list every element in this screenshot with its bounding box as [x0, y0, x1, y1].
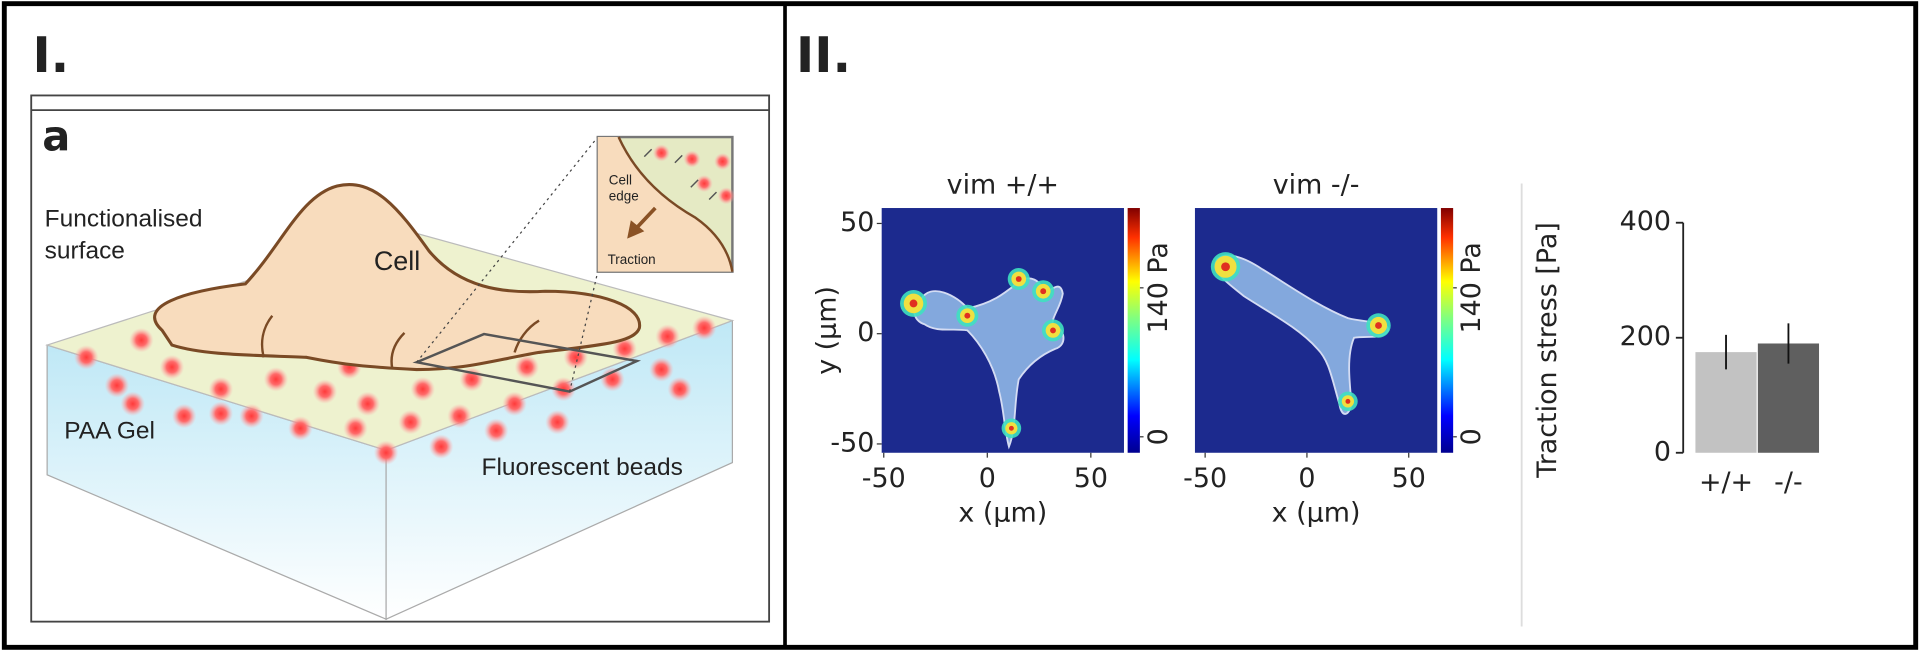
- bead: [239, 403, 264, 429]
- traction-hotspot: [964, 312, 971, 319]
- inset-arrows: [643, 148, 718, 200]
- traction-hotspot: [1015, 276, 1022, 282]
- bead: [398, 409, 423, 435]
- colorbar: [1127, 208, 1140, 453]
- zoom-line: [416, 136, 599, 363]
- traction-hotspot: [1040, 288, 1047, 295]
- traction-hotspot: [1050, 327, 1056, 334]
- bead: [104, 373, 130, 398]
- traction-hotspot: [1375, 322, 1382, 329]
- traction-hotspot: [1221, 262, 1230, 272]
- traction-hotspot: [909, 299, 918, 308]
- bead: [695, 174, 713, 193]
- x-tick-label: -50: [1183, 463, 1227, 494]
- colorbar-tick-label: 140 Pa: [1143, 242, 1174, 333]
- inset-traction-label: Traction: [608, 252, 656, 267]
- panel-1: I. a Cell edge Traction Functi: [30, 27, 771, 623]
- bead: [483, 418, 509, 443]
- sub-label: a: [42, 112, 70, 161]
- x-tick-label: 0: [1298, 463, 1315, 494]
- colorbar-tick-label: 0: [1143, 428, 1174, 445]
- bead: [652, 144, 670, 162]
- bead: [600, 367, 625, 392]
- bead: [288, 416, 313, 441]
- bead: [502, 391, 527, 417]
- heatmaps: vim +/+ -50 0 50 x (µm) 50 0 -50 y (µm) 140 Pa 0 vi…: [811, 170, 1487, 529]
- bead: [612, 336, 637, 361]
- traction-hotspot: [1345, 398, 1351, 404]
- inset-edge-label: edge: [609, 189, 639, 204]
- bead: [649, 357, 674, 382]
- inset-edge-label: Cell: [609, 173, 632, 188]
- bead: [159, 354, 185, 380]
- x-tick-label: 50: [1074, 463, 1108, 494]
- cell-edges: [260, 314, 540, 369]
- panel-label: I.: [32, 27, 69, 84]
- y-tick-label: 0: [857, 317, 874, 348]
- bead: [410, 376, 436, 402]
- surface-label: Functionalised: [45, 206, 203, 233]
- x-tick-label: -50: [862, 463, 906, 494]
- bead: [373, 440, 399, 465]
- y-axis-label: y (µm): [811, 286, 842, 375]
- bead: [655, 324, 680, 349]
- panel-label: II.: [796, 27, 851, 84]
- bead: [514, 354, 540, 380]
- x-tick-label: -/-: [1774, 467, 1802, 498]
- bead: [667, 376, 693, 402]
- colorbar-tick-label: 140 Pa: [1456, 242, 1487, 333]
- bead: [171, 403, 197, 429]
- heatmap-title: vim -/-: [1273, 170, 1360, 201]
- bead: [208, 401, 234, 426]
- x-axis-label: x (µm): [958, 497, 1047, 528]
- zoom-line: [569, 271, 599, 392]
- cell-traction-map: [1214, 254, 1390, 415]
- x-tick-label: 0: [979, 463, 996, 494]
- inset-beads: [652, 144, 735, 205]
- bead: [343, 416, 368, 441]
- bead: [717, 187, 735, 205]
- gel-label: PAA Gel: [64, 417, 155, 444]
- cell-label: Cell: [374, 246, 420, 276]
- inset-cell: [597, 137, 733, 272]
- heatmap-title: vim +/+: [947, 170, 1059, 201]
- bead: [208, 376, 234, 402]
- inset-cell-edge: [617, 136, 734, 272]
- bead: [714, 152, 732, 171]
- bead: [551, 376, 576, 402]
- surface-label: surface: [45, 238, 125, 265]
- y-tick-label: 50: [840, 207, 874, 238]
- x-tick-label: +/+: [1699, 467, 1753, 498]
- bead: [692, 315, 717, 341]
- y-axis-label: Traction stress [Pa]: [1532, 222, 1563, 479]
- bead: [120, 391, 146, 417]
- cell-shape: [153, 183, 641, 372]
- bar-chart: 0 200 400 Traction stress [Pa] +/+ -/-: [1532, 206, 1820, 498]
- y-tick-label: -50: [830, 427, 874, 458]
- colorbar: [1440, 208, 1454, 453]
- x-axis-label: x (µm): [1272, 497, 1361, 528]
- traction-arrowhead: [627, 220, 645, 239]
- y-tick-label: 200: [1620, 321, 1671, 352]
- bead: [355, 391, 380, 417]
- panel-2: II.: [796, 27, 1523, 627]
- colorbar-tick-label: 0: [1456, 428, 1487, 445]
- traction-hotspot: [1008, 425, 1014, 431]
- bead: [428, 434, 454, 459]
- bead: [545, 409, 570, 435]
- zoom-region: [412, 332, 642, 393]
- beads-label: Fluorescent beads: [482, 454, 683, 481]
- bead: [74, 345, 99, 370]
- x-tick-label: 50: [1392, 463, 1426, 494]
- bead: [263, 367, 289, 392]
- bead: [129, 327, 154, 353]
- y-tick-label: 0: [1654, 436, 1671, 467]
- bead: [447, 403, 472, 429]
- bead: [312, 379, 338, 404]
- bead: [683, 150, 701, 168]
- y-tick-label: 400: [1620, 206, 1671, 237]
